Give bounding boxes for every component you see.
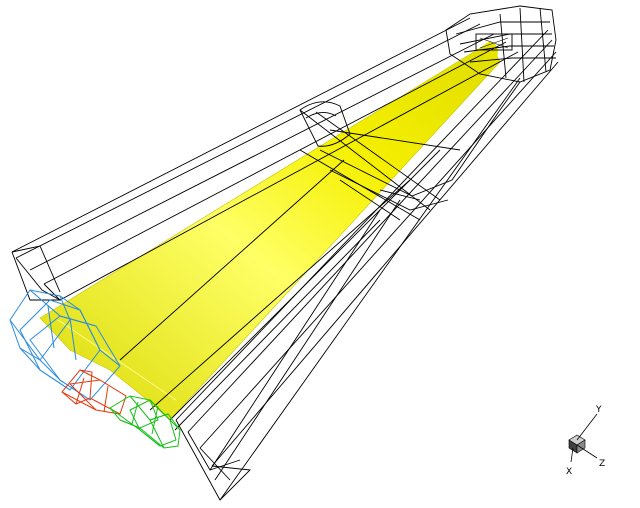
green-mesh bbox=[109, 395, 181, 449]
blue-mesh bbox=[9, 289, 121, 401]
axis-triad: Y Z X bbox=[566, 405, 605, 477]
orientation-cube-icon bbox=[568, 434, 586, 454]
axis-label-x: X bbox=[566, 467, 572, 477]
axis-label-z: Z bbox=[599, 459, 605, 469]
red-mesh bbox=[61, 369, 127, 415]
yellow-cone-surface bbox=[39, 41, 501, 421]
wireframe-hull bbox=[11, 5, 559, 501]
axis-label-y: Y bbox=[595, 405, 602, 415]
